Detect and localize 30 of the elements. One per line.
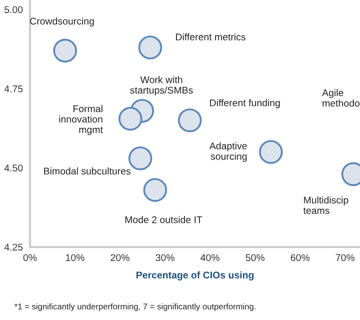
y-tick-label: 4.50	[4, 164, 23, 172]
point	[138, 36, 162, 60]
x-tick-label: 30%	[156, 254, 174, 262]
annotation: Agile methodo	[322, 89, 360, 107]
x-tick-label: 10%	[66, 254, 84, 262]
annotation: Crowdsourcing	[30, 17, 94, 27]
point	[53, 38, 77, 63]
annotation: Bimodal subcultures	[44, 167, 131, 175]
x-tick-label: 20%	[110, 254, 130, 262]
y-tick-label: 4.25	[4, 244, 23, 251]
x-tick-label: 60%	[290, 254, 310, 262]
annotation: Formal innovation mgmt	[59, 105, 103, 136]
x-tick-label: 40%	[200, 254, 220, 262]
x-axis-title: Percentage of CIOs using	[136, 271, 254, 280]
x-tick-label: 0%	[23, 254, 37, 262]
x-tick-label: 70%	[336, 254, 355, 262]
point	[118, 106, 142, 131]
text: *1 = significantly underperforming, 7 = significantly outperforming.	[14, 303, 256, 312]
annotation: Different funding	[210, 99, 280, 108]
annotation: Different metrics	[176, 33, 246, 40]
point	[143, 178, 168, 202]
point	[178, 108, 202, 132]
annotation: Mode 2 outside IT	[125, 216, 202, 224]
annotation: Work with startups/SMBs	[130, 76, 193, 96]
annotation: Multidiscip teams	[303, 196, 348, 214]
x-tick-label: 50%	[246, 254, 264, 262]
point	[258, 140, 283, 164]
y-tick-label: 5.00	[4, 6, 23, 14]
y-tick-label: 4.75	[4, 86, 23, 92]
annotation: Adaptive sourcing	[209, 142, 247, 162]
